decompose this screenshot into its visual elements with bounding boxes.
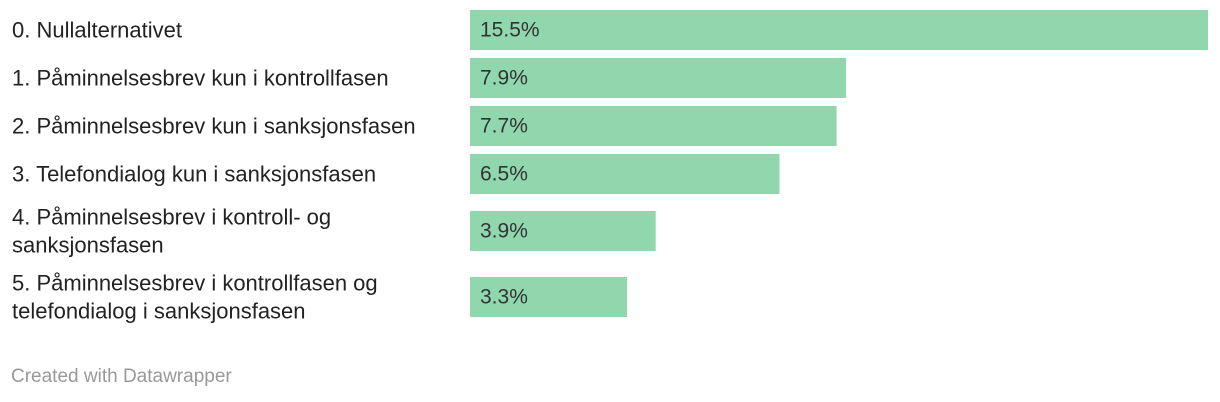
bar-1: [470, 58, 847, 98]
category-labels-group: 0. Nullalternativet 1. Påminnelsesbrev ku…: [12, 18, 416, 324]
value-label-0: 15.5%: [480, 19, 540, 42]
value-label-2: 7.7%: [480, 115, 528, 138]
category-label-0-line-0: 0. Nullalternativet: [12, 18, 182, 43]
bar-2: [470, 106, 837, 146]
category-label-0: 0. Nullalternativet: [12, 18, 182, 43]
category-label-5-line-0: 5. Påminnelsesbrev i kontrollfasen og: [12, 271, 378, 296]
value-labels-group: 15.5% 7.9% 7.7% 6.5% 3.9% 3.3%: [480, 19, 540, 309]
category-label-2: 2. Påminnelsesbrev kun i sanksjonsfasen: [12, 114, 416, 139]
category-label-2-line-0: 2. Påminnelsesbrev kun i sanksjonsfasen: [12, 114, 416, 139]
value-label-4: 3.9%: [480, 220, 528, 243]
category-label-5-line-1: telefondialog i sanksjonsfasen: [12, 299, 306, 324]
category-label-1-line-0: 1. Påminnelsesbrev kun i kontrollfasen: [12, 66, 389, 91]
bar-0: [470, 10, 1208, 50]
value-label-5: 3.3%: [480, 286, 528, 309]
category-label-4-line-0: 4. Påminnelsesbrev i kontroll- og: [12, 205, 331, 230]
category-label-4-line-1: sanksjonsfasen: [12, 233, 164, 258]
category-label-1: 1. Påminnelsesbrev kun i kontrollfasen: [12, 66, 389, 91]
value-label-1: 7.9%: [480, 67, 528, 90]
category-label-3: 3. Telefondialog kun i sanksjonsfasen: [12, 162, 376, 187]
category-label-3-line-0: 3. Telefondialog kun i sanksjonsfasen: [12, 162, 376, 187]
datawrapper-credit[interactable]: Created with Datawrapper: [11, 366, 232, 387]
bar-4: [470, 211, 656, 251]
bars-group: [470, 10, 1208, 317]
bar-3: [470, 154, 780, 194]
bar-5: [470, 277, 628, 317]
category-label-4: 4. Påminnelsesbrev i kontroll- og sanksjo…: [12, 205, 331, 258]
category-label-5: 5. Påminnelsesbrev i kontrollfasen og tel…: [12, 271, 378, 324]
value-label-3: 6.5%: [480, 163, 528, 186]
